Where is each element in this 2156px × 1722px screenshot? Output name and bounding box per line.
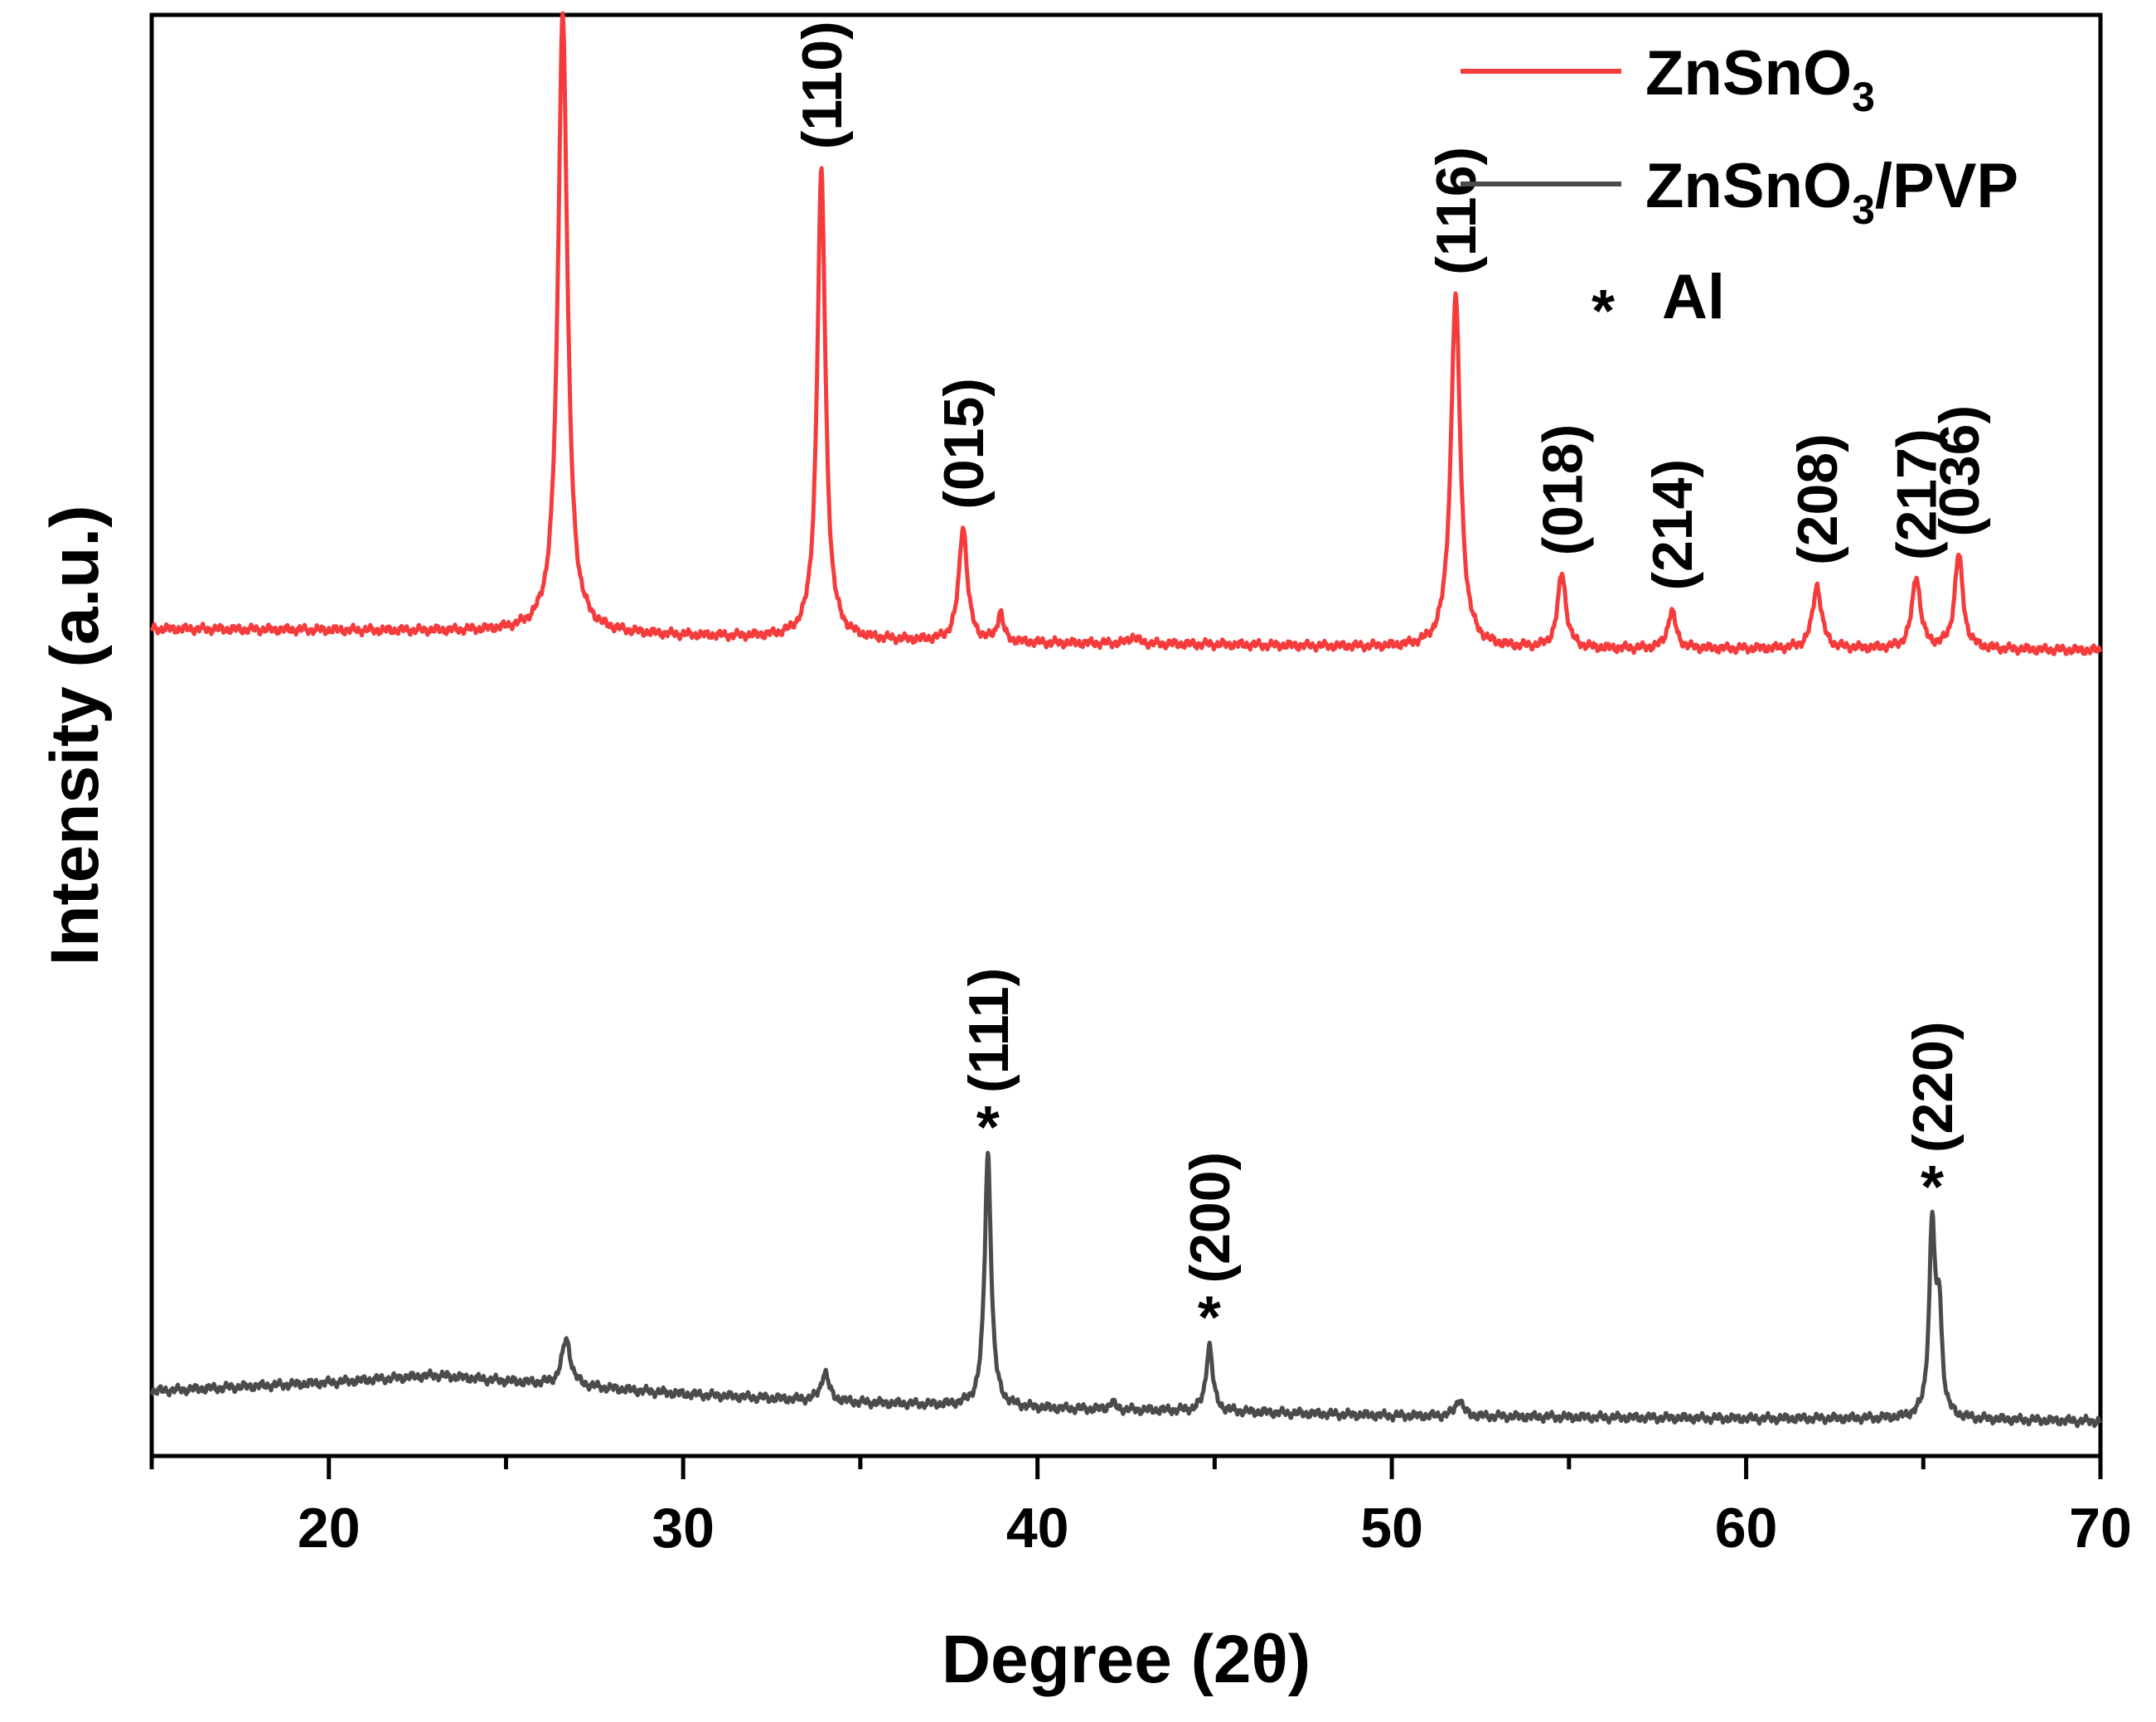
al-marker-1-4: *: [1198, 1285, 1221, 1352]
peak-label-1-4: (200): [1179, 1152, 1242, 1284]
al-marker-1-2: *: [976, 1095, 1000, 1161]
legend-label-1: ZnSnO3/PVP: [1645, 151, 2018, 233]
legend-label-0: ZnSnO3: [1645, 38, 1875, 120]
peak-label-0-6: (018): [1531, 424, 1594, 556]
legend-label-al: Al: [1662, 262, 1725, 332]
peak-label-0-7: (214): [1641, 459, 1704, 591]
x-tick-label-1: 30: [652, 1497, 715, 1560]
peak-label-1-6: (220): [1902, 1021, 1965, 1153]
series-line-0: [149, 11, 2102, 656]
x-tick-label-0: 20: [298, 1497, 361, 1560]
peak-label-0-10: (036): [1928, 405, 1991, 537]
x-tick-label-4: 60: [1715, 1497, 1778, 1560]
x-tick-label-3: 50: [1360, 1497, 1423, 1560]
peak-label-0-2: (015): [933, 378, 996, 510]
peak-label-0-1: (110): [791, 21, 854, 149]
series-line-1: [150, 1150, 2102, 1429]
peak-label-0-5: (116): [1425, 147, 1488, 275]
x-tick-label-2: 40: [1006, 1497, 1069, 1560]
y-axis-label: Intensity (a.u.): [37, 505, 113, 966]
al-marker-1-6: *: [1921, 1154, 1944, 1221]
peak-label-0-8: (208): [1786, 433, 1849, 565]
x-axis-label: Degree (2θ): [942, 1622, 1311, 1697]
legend-symbol-al: *: [1592, 278, 1615, 345]
peak-label-0-9: (217): [1886, 428, 1949, 560]
x-tick-label-5: 70: [2069, 1497, 2132, 1560]
peak-label-1-2: (111): [957, 968, 1020, 1093]
plot-frame: [149, 12, 2103, 1458]
